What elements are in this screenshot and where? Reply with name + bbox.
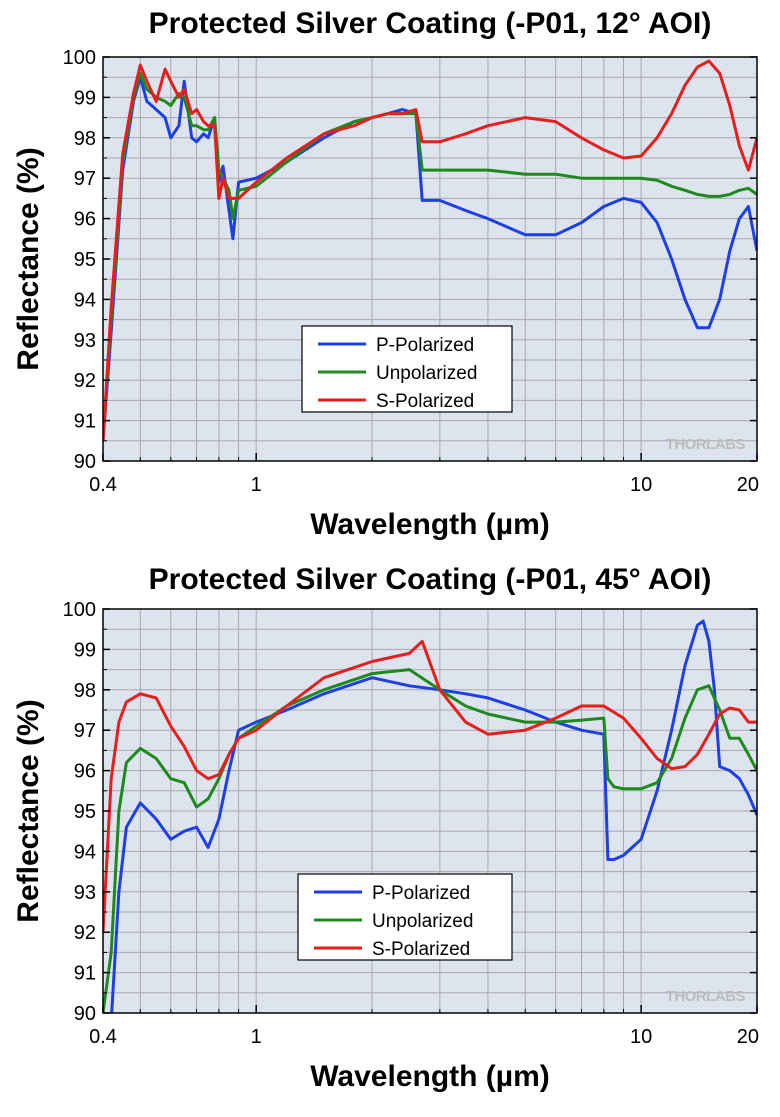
- series-group: [103, 619, 757, 1013]
- y-tick-label: 90: [74, 1003, 96, 1025]
- y-tick-label: 99: [74, 87, 96, 109]
- y-tick-label: 93: [74, 330, 96, 352]
- y-tick-label: 95: [74, 801, 96, 823]
- y-tick-label: 95: [74, 249, 96, 271]
- x-tick-label: 10: [630, 1026, 652, 1048]
- legend-box: [301, 325, 513, 413]
- x-axis: 0.4 1 10 20: [89, 453, 759, 496]
- x-tick-label: 0.4: [89, 474, 117, 496]
- legend-box: [297, 873, 513, 961]
- y-tick-label: 92: [74, 370, 96, 392]
- series-line-p-polarized: [103, 619, 757, 1013]
- y-tick-label: 99: [74, 639, 96, 661]
- y-axis: 90 91 92 93 94 95 96 97 98 99 100: [63, 599, 757, 1025]
- y-axis-label: Reflectance (%): [12, 147, 45, 370]
- y-tick-label: 90: [74, 451, 96, 473]
- chart-title: Protected Silver Coating (-P01, 12° AOI): [149, 7, 712, 40]
- legend-label: S-Polarized: [372, 939, 470, 960]
- x-tick-label: 1: [251, 1026, 262, 1048]
- y-tick-label: 97: [74, 720, 96, 742]
- chart-12-aoi: Protected Silver Coating (-P01, 12° AOI)…: [0, 0, 780, 556]
- y-tick-label: 97: [74, 168, 96, 190]
- x-tick-label: 1: [251, 474, 262, 496]
- chart-title: Protected Silver Coating (-P01, 45° AOI): [149, 563, 712, 596]
- series-group: [103, 59, 757, 441]
- legend: P-Polarized Unpolarized S-Polarized: [297, 873, 513, 961]
- series-line-unpolarized: [103, 668, 757, 1013]
- x-tick-label: 10: [630, 474, 652, 496]
- y-tick-label: 91: [74, 963, 96, 985]
- y-axis-label: Reflectance (%): [12, 699, 45, 922]
- y-tick-label: 98: [74, 680, 96, 702]
- legend-label: P-Polarized: [376, 335, 474, 356]
- y-tick-label: 100: [63, 47, 96, 69]
- legend: P-Polarized Unpolarized S-Polarized: [301, 325, 513, 413]
- legend-label: P-Polarized: [372, 883, 470, 904]
- y-tick-label: 94: [74, 841, 96, 863]
- x-tick-label: 20: [737, 1026, 759, 1048]
- legend-label: S-Polarized: [376, 391, 474, 412]
- x-axis-label: Wavelength (µm): [310, 1060, 550, 1093]
- legend-label: Unpolarized: [376, 363, 477, 384]
- watermark: THORLABS: [666, 988, 746, 1005]
- y-tick-label: 93: [74, 882, 96, 904]
- watermark: THORLABS: [666, 436, 746, 453]
- y-tick-label: 94: [74, 289, 96, 311]
- y-tick-label: 100: [63, 599, 96, 621]
- series-line-unpolarized: [103, 71, 757, 441]
- chart-svg-45-aoi: Protected Silver Coating (-P01, 45° AOI)…: [12, 563, 759, 1093]
- series-line-s-polarized: [103, 59, 757, 441]
- y-tick-label: 96: [74, 761, 96, 783]
- chart-45-aoi: Protected Silver Coating (-P01, 45° AOI)…: [0, 556, 780, 1112]
- x-tick-label: 20: [737, 474, 759, 496]
- x-axis-label: Wavelength (µm): [310, 508, 550, 541]
- y-tick-label: 96: [74, 209, 96, 231]
- series-line-s-polarized: [103, 639, 757, 933]
- chart-svg-12-aoi: Protected Silver Coating (-P01, 12° AOI)…: [12, 7, 759, 541]
- y-tick-label: 98: [74, 128, 96, 150]
- x-tick-label: 0.4: [89, 1026, 117, 1048]
- y-tick-label: 92: [74, 922, 96, 944]
- y-axis: 90 91 92 93 94 95 96 97 98 99 100: [63, 47, 757, 473]
- legend-label: Unpolarized: [372, 911, 473, 932]
- x-axis: 0.4 1 10 20: [89, 1005, 759, 1048]
- y-tick-label: 91: [74, 411, 96, 433]
